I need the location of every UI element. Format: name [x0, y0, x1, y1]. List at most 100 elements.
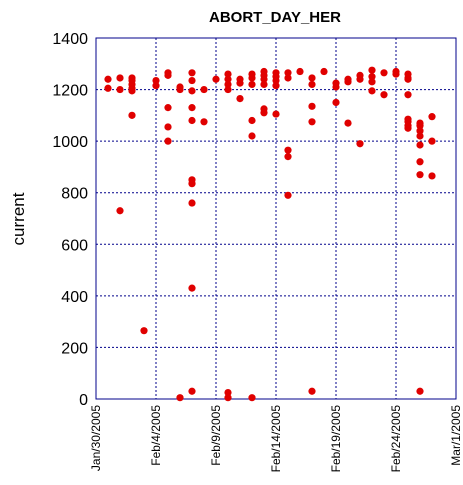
- data-point: [416, 122, 424, 130]
- data-point: [368, 73, 376, 81]
- data-point: [140, 327, 148, 335]
- data-point: [224, 70, 232, 78]
- data-point: [428, 113, 436, 121]
- x-tick-label: Jan/30/2005: [89, 405, 103, 471]
- data-point: [428, 137, 436, 145]
- data-point: [104, 84, 112, 92]
- data-point: [368, 66, 376, 74]
- data-point: [416, 158, 424, 166]
- data-point: [104, 75, 112, 83]
- data-point: [284, 74, 292, 82]
- data-point: [260, 75, 268, 83]
- x-tick-label: Feb/24/2005: [389, 405, 403, 473]
- data-point: [248, 132, 256, 140]
- x-axis-ticks: Jan/30/2005 Feb/4/2005 Feb/9/2005 Feb/14/20…: [89, 405, 463, 473]
- data-point: [416, 141, 424, 149]
- data-point: [284, 153, 292, 161]
- data-point: [380, 69, 388, 77]
- data-point: [284, 146, 292, 154]
- data-point: [212, 75, 220, 83]
- x-tick-label: Feb/14/2005: [269, 405, 283, 473]
- data-point: [248, 80, 256, 89]
- data-point: [188, 87, 196, 95]
- data-point: [188, 104, 196, 112]
- data-point: [224, 85, 232, 94]
- data-point: [128, 87, 136, 95]
- data-point: [164, 71, 172, 79]
- x-tick-label: Feb/4/2005: [149, 405, 163, 466]
- x-tick-label: Feb/9/2005: [209, 405, 223, 466]
- data-point: [188, 180, 196, 188]
- data-point: [164, 104, 172, 112]
- y-axis-label: current: [9, 192, 28, 245]
- data-point: [284, 191, 292, 199]
- data-point: [308, 74, 316, 82]
- data-point: [248, 116, 256, 125]
- data-point: [404, 124, 412, 132]
- data-point: [356, 75, 364, 83]
- data-point: [272, 82, 280, 90]
- gridlines: [95, 37, 457, 400]
- data-point: [308, 118, 316, 126]
- data-point: [272, 110, 280, 118]
- data-point: [308, 80, 316, 89]
- data-point: [248, 394, 256, 402]
- data-point: [116, 85, 124, 94]
- data-point: [164, 123, 172, 131]
- data-point: [188, 76, 196, 85]
- data-point: [356, 140, 364, 148]
- data-point: [128, 111, 136, 119]
- data-point: [152, 82, 160, 90]
- data-point: [416, 132, 424, 140]
- data-points: [104, 66, 436, 402]
- data-point: [308, 102, 316, 110]
- data-point: [344, 119, 352, 127]
- y-tick-label: 800: [61, 186, 88, 203]
- y-tick-label: 1200: [52, 83, 88, 100]
- data-point: [272, 76, 280, 85]
- data-point: [236, 94, 244, 103]
- y-axis-ticks: 0 200 400 600 800 1000 1200 1400: [52, 31, 88, 409]
- data-point: [188, 69, 196, 77]
- y-tick-label: 600: [61, 237, 88, 254]
- y-tick-label: 1400: [52, 31, 88, 48]
- data-point: [188, 199, 196, 207]
- data-point: [404, 91, 412, 99]
- data-point: [200, 85, 208, 94]
- data-point: [176, 394, 184, 402]
- y-tick-label: 1000: [52, 134, 88, 151]
- data-point: [428, 172, 436, 180]
- data-point: [416, 127, 424, 135]
- data-point: [368, 87, 376, 95]
- data-point: [320, 67, 328, 76]
- data-point: [188, 116, 196, 125]
- data-point: [116, 207, 124, 215]
- data-point: [260, 80, 268, 89]
- data-point: [248, 74, 256, 82]
- data-point: [164, 137, 172, 145]
- x-tick-label: Mar/1/2005: [449, 405, 463, 466]
- data-point: [404, 75, 412, 83]
- data-point: [236, 79, 244, 87]
- data-point: [152, 76, 160, 85]
- data-point: [116, 74, 124, 82]
- data-point: [224, 80, 232, 89]
- data-point: [368, 78, 376, 86]
- data-point: [224, 394, 232, 402]
- data-point: [200, 118, 208, 126]
- plot-area-frame: [95, 37, 457, 400]
- data-point: [188, 387, 196, 395]
- x-tick-label: Feb/19/2005: [329, 405, 343, 473]
- data-point: [224, 75, 232, 83]
- data-point: [260, 109, 268, 117]
- data-point: [284, 69, 292, 77]
- data-point: [332, 98, 340, 107]
- data-point: [344, 78, 352, 86]
- y-tick-label: 400: [61, 289, 88, 306]
- data-point: [392, 70, 400, 78]
- data-point: [224, 388, 232, 397]
- data-point: [188, 284, 196, 292]
- data-point: [416, 387, 424, 395]
- data-point: [296, 67, 304, 76]
